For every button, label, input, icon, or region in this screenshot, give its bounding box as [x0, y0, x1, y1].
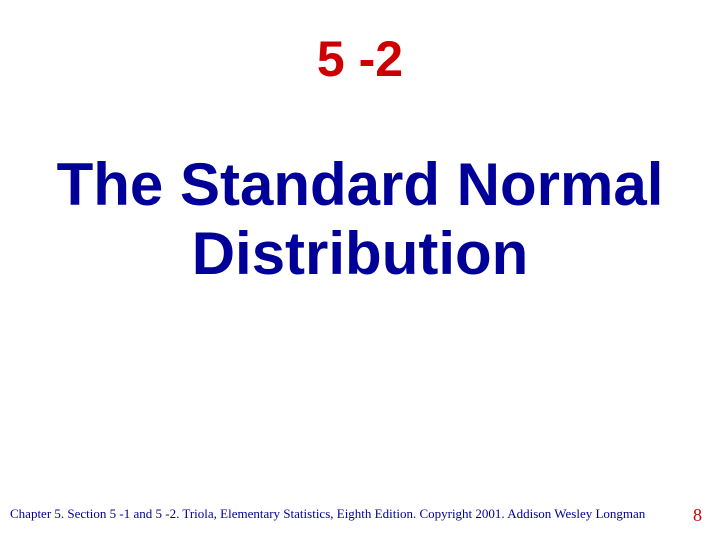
- page-number: 8: [693, 505, 702, 526]
- page-title: The Standard Normal Distribution: [0, 150, 720, 288]
- footer-text: Chapter 5. Section 5 -1 and 5 -2. Triola…: [10, 506, 645, 522]
- section-number: 5 -2: [0, 30, 720, 88]
